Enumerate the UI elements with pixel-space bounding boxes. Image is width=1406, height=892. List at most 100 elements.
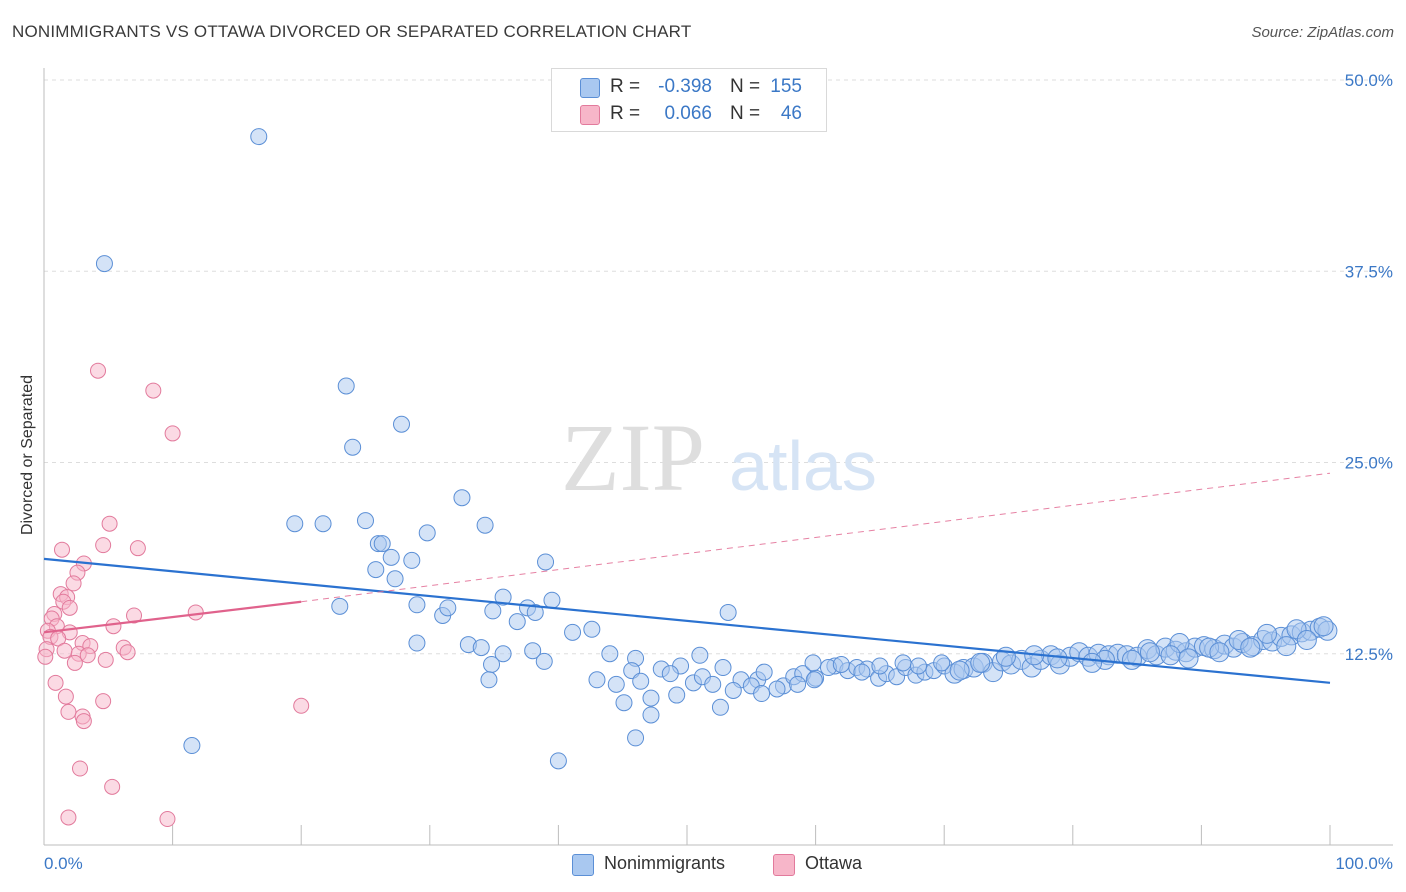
nonimmigrants-point	[704, 675, 722, 693]
legend-r-label: R =	[610, 76, 641, 97]
ottawa-point	[54, 541, 71, 558]
nonimmigrants-point	[357, 512, 374, 530]
y-tick-label: 25.0%	[1345, 454, 1393, 473]
nonimmigrants-point	[453, 489, 471, 507]
ottawa-point	[47, 674, 64, 691]
nonimmigrants-point	[494, 588, 512, 606]
y-tick-label: 37.5%	[1345, 262, 1393, 281]
ottawa-point	[164, 425, 181, 442]
nonimmigrants-point	[853, 663, 871, 681]
legend-n-label: N =	[730, 103, 761, 124]
nonimmigrants-point	[549, 752, 567, 770]
ottawa-point	[104, 778, 121, 795]
nonimmigrants-point	[1178, 648, 1199, 669]
nonimmigrants-point	[480, 671, 498, 689]
nonimmigrants-point	[607, 675, 625, 693]
ottawa-point	[65, 575, 82, 592]
nonimmigrants-point	[711, 698, 729, 716]
nonimmigrants-point	[768, 680, 786, 698]
nonimmigrants-point	[250, 128, 268, 146]
ottawa-point	[105, 618, 122, 635]
nonimmigrants-point	[373, 535, 391, 553]
nonimmigrants-point	[804, 654, 822, 672]
nonimmigrants-point	[583, 620, 601, 638]
nonimmigrants-point	[535, 652, 553, 670]
nonimmigrants-points	[95, 128, 1338, 770]
nonimmigrants-point	[789, 675, 807, 693]
nonimmigrants-point	[1296, 629, 1317, 650]
legend-label-nonimmigrants: Nonimmigrants	[604, 853, 726, 873]
ottawa-point	[145, 382, 162, 399]
nonimmigrants-point	[1160, 645, 1181, 666]
nonimmigrants-point	[543, 591, 561, 609]
ottawa-point	[56, 642, 73, 659]
nonimmigrants-point	[1276, 636, 1297, 657]
legend-label-ottawa: Ottawa	[805, 853, 863, 873]
nonimmigrants-point	[714, 659, 732, 677]
ottawa-point	[79, 647, 96, 664]
nonimmigrants-point	[508, 613, 526, 631]
nonimmigrants-point	[494, 645, 512, 663]
legend-swatch-pink	[580, 105, 600, 125]
x-tick-label-max: 100.0%	[1335, 854, 1393, 873]
ottawa-point	[159, 810, 176, 827]
nonimmigrants-point	[909, 657, 927, 675]
ottawa-point	[187, 604, 204, 621]
ottawa-point	[60, 809, 77, 826]
gridlines	[44, 79, 1393, 655]
nonimmigrants-point	[1139, 642, 1160, 663]
nonimmigrants-point	[661, 665, 679, 683]
ottawa-point	[101, 515, 118, 532]
nonimmigrants-point	[1209, 642, 1230, 663]
nonimmigrants-point	[286, 515, 304, 533]
nonimmigrants-point	[476, 516, 494, 534]
nonimmigrants-point	[755, 663, 773, 681]
nonimmigrants-point	[1313, 616, 1334, 637]
ottawa-point	[57, 688, 74, 705]
nonimmigrants-point	[337, 377, 355, 395]
legend-r-value: -0.398	[658, 76, 712, 97]
nonimmigrants-point	[632, 672, 650, 690]
nonimmigrants-point	[588, 671, 606, 689]
legend-swatch-pink	[773, 854, 795, 876]
y-tick-label: 50.0%	[1345, 71, 1393, 90]
watermark: ZIP atlas	[561, 404, 877, 511]
nonimmigrants-point	[627, 729, 645, 747]
legend-swatch-blue	[580, 78, 600, 98]
nonimmigrants-point	[439, 599, 457, 617]
nonimmigrants-point	[526, 603, 544, 621]
ottawa-point	[90, 362, 107, 379]
nonimmigrants-point	[871, 657, 889, 675]
ottawa-point	[129, 540, 146, 557]
nonimmigrants-point	[386, 570, 404, 588]
ottawa-trend-line	[43, 600, 302, 634]
nonimmigrants-point	[483, 655, 501, 673]
ottawa-point	[95, 693, 112, 710]
trend-lines	[43, 472, 1331, 684]
nonimmigrants-point	[805, 671, 823, 689]
correlation-legend: R = -0.398 N = 155 R = 0.066 N = 46	[551, 68, 827, 132]
nonimmigrants-point	[753, 685, 771, 703]
nonimmigrants-point	[724, 681, 742, 699]
nonimmigrants-point	[408, 634, 426, 652]
legend-n-label: N =	[730, 76, 761, 97]
nonimmigrants-point	[95, 255, 113, 273]
chart-title: NONIMMIGRANTS VS OTTAWA DIVORCED OR SEPA…	[12, 22, 692, 41]
watermark-zip: ZIP	[561, 404, 705, 511]
nonimmigrants-point	[408, 596, 426, 614]
nonimmigrants-point	[564, 623, 582, 641]
y-tick-label: 12.5%	[1345, 645, 1393, 664]
nonimmigrants-point	[183, 737, 201, 755]
nonimmigrants-point	[601, 645, 619, 663]
legend-row-nonimmigrants: R = -0.398 N = 155	[552, 74, 826, 100]
nonimmigrants-point	[314, 515, 332, 533]
nonimmigrants-point	[1047, 648, 1068, 669]
nonimmigrants-point	[691, 646, 709, 664]
nonimmigrants-point	[615, 694, 633, 712]
ottawa-point	[75, 713, 92, 730]
ottawa-point	[60, 703, 77, 720]
nonimmigrants-point	[642, 689, 660, 707]
nonimmigrants-point	[393, 415, 411, 433]
ottawa-point	[293, 697, 310, 714]
